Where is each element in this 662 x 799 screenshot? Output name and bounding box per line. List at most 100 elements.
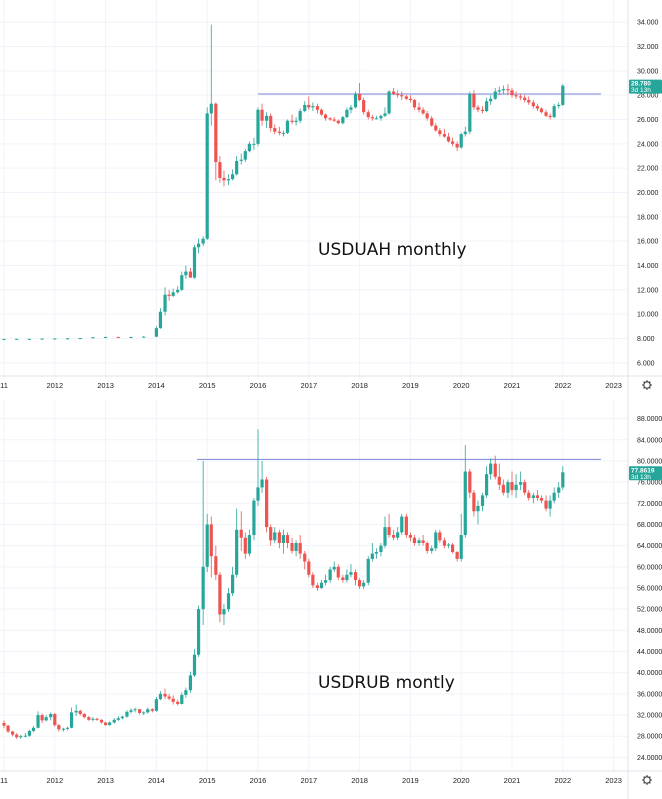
candle-body [285,535,290,543]
candle-body [201,238,205,244]
candle-down [277,529,281,549]
settings-gear-icon[interactable] [642,380,652,390]
candle-down [319,108,324,116]
candle-up [184,687,188,698]
candle-up [235,156,239,176]
candle-body [188,675,193,691]
candle-body [235,529,239,575]
candle-up [44,715,48,722]
candle-up [205,107,209,240]
y-tick-label: 76.0000 [637,480,662,487]
candle-body [323,114,328,119]
candle-body [353,572,358,581]
candle-body [27,730,31,736]
candle-up [400,513,404,536]
candle-body [239,529,243,538]
candle-down [188,267,193,278]
candle-down [450,543,455,554]
y-tick-label: 20.000 [637,190,659,197]
candle-up [192,244,197,279]
candle-up [434,529,438,551]
candle-up [27,338,31,340]
candle-body [519,482,523,485]
bar-countdown-label: 3d 13h [631,87,651,94]
candle-body [307,561,311,575]
candle-up [281,529,285,554]
candle-up [374,548,378,559]
candle-up [374,115,378,120]
candle-body [91,337,95,339]
candle-body [91,718,95,720]
candle-up [519,471,523,491]
candle-up [493,87,497,101]
candle-body [277,532,281,543]
candle-body [531,495,535,498]
candle-down [493,455,497,480]
candle-up [319,580,324,590]
candle-body [150,709,154,711]
y-tick-label: 6.000 [637,360,655,367]
candle-down [362,97,366,115]
candle-up [557,102,561,109]
candle-body [455,552,459,559]
candle-body [163,693,167,697]
candle-body [323,580,328,583]
candle-body [336,120,340,124]
candle-body [176,701,180,704]
candle-body [510,90,514,96]
candle-body [442,540,447,546]
candle-body [290,543,294,551]
candle-body [201,566,205,610]
candle-body [116,337,120,339]
candle-down [404,95,408,101]
candle-down [506,84,510,96]
candle-down [82,712,86,719]
candle-down [392,529,396,541]
y-tick-label: 36.0000 [637,691,662,698]
candle-up [256,429,260,506]
candle-body [383,527,387,546]
candle-up [480,492,485,512]
candle-body [497,90,501,92]
candle-body [345,109,349,118]
candle-up [383,516,387,549]
candle-up [501,85,505,94]
candle-down [40,713,44,723]
candle-down [353,569,358,586]
candle-up [192,648,197,677]
candle-body [472,93,476,108]
x-tick-label: 2021 [504,776,521,785]
candle-down [239,511,243,551]
candle-body [476,505,480,512]
y-tick-label: 48.0000 [637,628,662,635]
candle-up [104,336,108,339]
candle-down [95,717,99,721]
candle-body [53,714,57,726]
candle-body [353,93,358,108]
candle-up [303,101,307,113]
candle-up [362,580,366,590]
candle-up [205,513,209,573]
candle-up [23,733,27,738]
candle-up [349,104,353,114]
candle-down [218,156,222,183]
candle-body [78,338,82,340]
candle-up [252,498,256,541]
y-tick-label: 52.0000 [637,607,662,614]
x-tick-label: 2014 [148,381,165,390]
candle-body [184,271,188,276]
candle-up [328,566,332,583]
candle-body [184,690,188,695]
y-tick-label: 68.0000 [637,522,662,529]
candle-down [218,572,222,623]
y-tick-label: 40.0000 [637,670,662,677]
settings-gear-icon[interactable] [642,775,652,785]
candle-down [468,468,472,498]
candle-body [332,119,336,121]
candle-body [450,544,455,552]
y-tick-label: 88.0000 [637,416,662,423]
candle-down [341,574,345,583]
candle-up [548,495,552,517]
candle-body [463,471,467,536]
candle-body [489,463,493,475]
